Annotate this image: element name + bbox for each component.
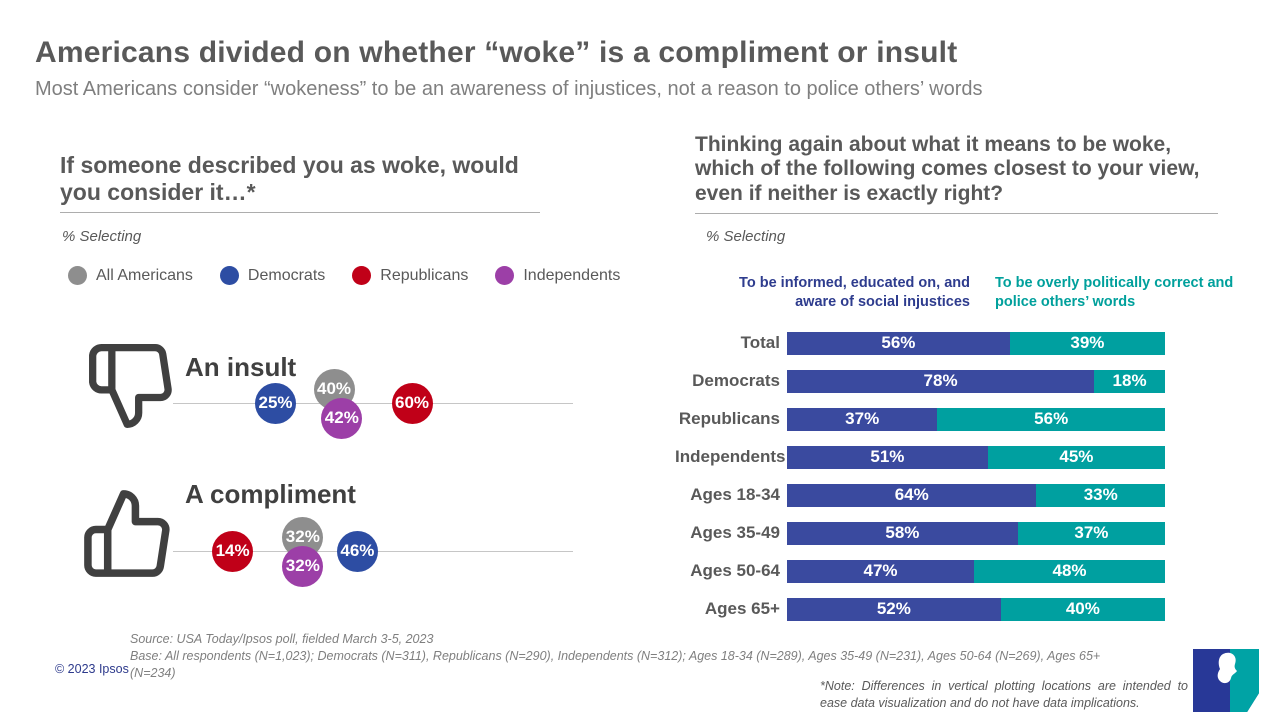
bar-track: 37% 56%: [787, 407, 1165, 431]
thumbs-down-icon: [85, 340, 177, 437]
bar-track: 47% 48%: [787, 559, 1165, 583]
compliment-label: A compliment: [185, 479, 356, 509]
bar-segment-to-be-inform: 78%: [787, 369, 1095, 393]
bar-row-ages-50-64: Ages 50-64 47% 48%: [675, 552, 1180, 590]
legend-dot-icon: [219, 266, 239, 285]
bar-segment-to-be-inform: 37%: [787, 407, 938, 431]
bar-track: 52% 40%: [787, 597, 1165, 621]
base-text: Base: All respondents (N=1,023); Democra…: [130, 649, 1101, 680]
legend-item-republicans: Republicans: [352, 266, 468, 285]
bar-segment-to-be-inform: 52%: [787, 597, 1001, 621]
legend-label: Democrats: [247, 266, 326, 284]
bar-segment-to-be-inform: 56%: [787, 331, 1010, 355]
bar-segment-to-be-inform: 64%: [787, 483, 1037, 507]
bar-segment-to-be-inform: 58%: [787, 521, 1018, 545]
left-chart-question: If someone described you as woke, would …: [60, 152, 519, 205]
bar-track: 56% 39%: [787, 331, 1165, 355]
bar-segment-to-be-overly: 40%: [1000, 597, 1165, 621]
legend-label: All Americans: [96, 266, 193, 284]
column-header-politically-correct: To be overly politically correct and pol…: [995, 275, 1234, 310]
bar-row-republicans: Republicans 37% 56%: [675, 400, 1180, 438]
legend-dot-icon: [495, 266, 515, 285]
bar-segment-to-be-inform: 51%: [787, 445, 988, 469]
bar-row-democrats: Democrats 78% 18%: [675, 362, 1180, 400]
bar-row-label: Total: [740, 333, 780, 352]
ipsos-logo: [1193, 649, 1259, 712]
bar-segment-to-be-overly: 48%: [974, 559, 1165, 583]
source-text: Source: USA Today/Ipsos poll, fielded Ma…: [130, 632, 434, 646]
right-question-divider: [695, 213, 1218, 214]
bar-row-total: Total 56% 39%: [675, 324, 1180, 362]
ipsos-logo-graphic: [1193, 649, 1259, 712]
legend-item-independents: Independents: [495, 266, 620, 285]
legend-item-all-americans: All Americans: [68, 266, 193, 285]
insult-dot-plot: 40% 25% 60% 42%: [173, 342, 573, 464]
dot-independents: 42%: [321, 397, 363, 439]
insult-axis-line: [173, 403, 573, 404]
bar-segment-to-be-overly: 33%: [1036, 483, 1165, 507]
bar-track: 78% 18%: [787, 369, 1165, 393]
bar-row-label: Ages 18-34: [690, 485, 780, 504]
left-question-divider: [60, 212, 540, 213]
right-chart-question: Thinking again about what it means to be…: [695, 133, 1200, 205]
page-title: Americans divided on whether “woke” is a…: [35, 36, 958, 69]
bar-row-label: Independents: [675, 447, 786, 466]
column-header-informed: To be informed, educated on, and aware o…: [739, 275, 970, 310]
legend: All Americans Democrats Republicans Indepen…: [68, 266, 620, 285]
bar-segment-to-be-overly: 39%: [1009, 331, 1165, 355]
bar-segment-to-be-overly: 45%: [987, 445, 1165, 469]
compliment-dot-plot: 32% 46% 14% 32%: [173, 490, 573, 612]
dot-republicans: 14%: [212, 530, 254, 572]
legend-dot-icon: [352, 266, 372, 285]
page-subtitle: Most Americans consider “wokeness” to be…: [35, 78, 983, 100]
dot-republicans: 60%: [391, 382, 433, 424]
bar-row-independents: Independents 51% 45%: [675, 438, 1180, 476]
bar-row-label: Republicans: [678, 409, 780, 428]
bar-track: 58% 37%: [787, 521, 1165, 545]
bar-track: 64% 33%: [787, 483, 1165, 507]
footnote-text: *Note: Differences in vertical plotting …: [820, 679, 1188, 710]
legend-dot-icon: [68, 266, 87, 285]
insult-label: An insult: [185, 352, 297, 382]
bar-row-label: Democrats: [692, 371, 780, 390]
left-pct-selecting: % Selecting: [62, 228, 142, 245]
bar-row-label: Ages 35-49: [690, 523, 780, 542]
legend-label: Republicans: [380, 266, 469, 284]
bar-row-ages-35-49: Ages 35-49 58% 37%: [675, 514, 1180, 552]
bar-segment-to-be-overly: 18%: [1094, 369, 1165, 393]
bar-segment-to-be-overly: 37%: [1017, 521, 1165, 545]
copyright-text: © 2023 Ipsos: [55, 662, 129, 676]
legend-label: Independents: [523, 266, 621, 284]
bar-row-ages-65-: Ages 65+ 52% 40%: [675, 590, 1180, 628]
right-pct-selecting: % Selecting: [706, 228, 786, 245]
legend-item-democrats: Democrats: [219, 266, 326, 285]
bar-row-label: Ages 50-64: [690, 561, 780, 580]
thumbs-up-icon: [80, 486, 175, 586]
dot-democrats: 25%: [255, 382, 296, 424]
bar-track: 51% 45%: [787, 445, 1165, 469]
stacked-bar-rows: Total 56% 39% Democrats 78% 18% Republicans 37%…: [675, 324, 1180, 628]
bar-segment-to-be-overly: 56%: [937, 407, 1165, 431]
dot-independents: 32%: [282, 545, 324, 587]
bar-row-ages-18-34: Ages 18-34 64% 33%: [675, 476, 1180, 514]
bar-row-label: Ages 65+: [704, 599, 780, 618]
dot-democrats: 46%: [336, 530, 378, 572]
bar-segment-to-be-inform: 47%: [787, 559, 975, 583]
